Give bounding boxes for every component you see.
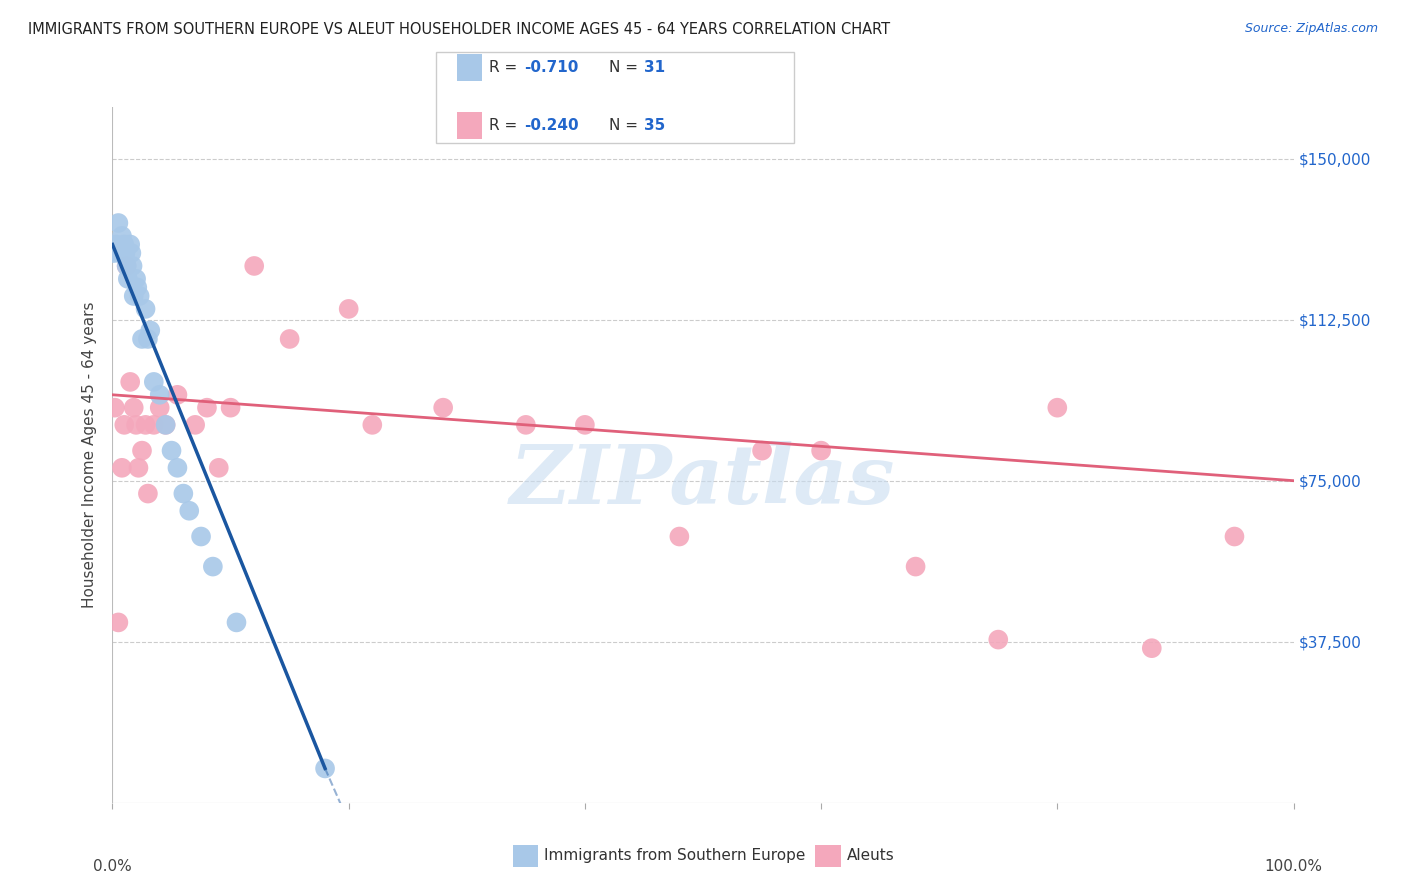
Point — [195, 401, 218, 415]
Point — [114, 246, 136, 260]
Point — [111, 228, 134, 243]
Point — [201, 559, 224, 574]
Point — [904, 559, 927, 574]
Text: 100.0%: 100.0% — [1264, 859, 1323, 873]
Point — [155, 417, 177, 432]
Point — [166, 460, 188, 475]
Point — [142, 417, 165, 432]
Point — [1223, 529, 1246, 543]
Point — [810, 443, 832, 458]
Point — [121, 259, 143, 273]
Point — [668, 529, 690, 543]
Point — [184, 417, 207, 432]
Text: ZIPatlas: ZIPatlas — [510, 441, 896, 521]
Point — [135, 417, 157, 432]
Text: -0.240: -0.240 — [524, 119, 579, 133]
Point — [122, 401, 145, 415]
Point — [314, 761, 336, 775]
Point — [125, 417, 148, 432]
Point — [139, 323, 162, 337]
Point — [225, 615, 247, 630]
Point — [172, 486, 194, 500]
Point — [155, 417, 177, 432]
Point — [120, 246, 142, 260]
Point — [131, 332, 153, 346]
Text: 35: 35 — [644, 119, 665, 133]
Text: N =: N = — [609, 61, 643, 75]
Text: IMMIGRANTS FROM SOUTHERN EUROPE VS ALEUT HOUSEHOLDER INCOME AGES 45 - 64 YEARS C: IMMIGRANTS FROM SOUTHERN EUROPE VS ALEUT… — [28, 22, 890, 37]
Point — [107, 615, 129, 630]
Point — [149, 388, 172, 402]
Point — [112, 417, 135, 432]
Point — [190, 529, 212, 543]
Point — [120, 375, 142, 389]
Point — [131, 443, 153, 458]
Point — [128, 289, 150, 303]
Point — [122, 289, 145, 303]
Point — [278, 332, 301, 346]
Point — [108, 246, 131, 260]
Point — [107, 216, 129, 230]
Point — [136, 332, 159, 346]
Point — [127, 460, 149, 475]
Point — [149, 401, 172, 415]
Point — [243, 259, 266, 273]
Point — [112, 237, 135, 252]
Y-axis label: Householder Income Ages 45 - 64 years: Householder Income Ages 45 - 64 years — [82, 301, 97, 608]
Point — [515, 417, 537, 432]
Point — [117, 272, 139, 286]
Point — [1140, 641, 1163, 656]
Point — [751, 443, 773, 458]
Point — [120, 237, 142, 252]
Point — [160, 443, 183, 458]
Text: 31: 31 — [644, 61, 665, 75]
Point — [179, 504, 201, 518]
Point — [115, 259, 138, 273]
Point — [135, 301, 157, 316]
Point — [125, 272, 148, 286]
Point — [987, 632, 1010, 647]
Point — [219, 401, 242, 415]
Point — [136, 486, 159, 500]
Text: R =: R = — [489, 119, 523, 133]
Point — [166, 388, 188, 402]
Point — [208, 460, 231, 475]
Text: Aleuts: Aleuts — [846, 848, 894, 863]
Point — [1046, 401, 1069, 415]
Text: N =: N = — [609, 119, 643, 133]
Text: R =: R = — [489, 61, 523, 75]
Point — [104, 401, 127, 415]
Point — [111, 460, 134, 475]
Point — [105, 237, 128, 252]
Point — [574, 417, 596, 432]
Text: Immigrants from Southern Europe: Immigrants from Southern Europe — [544, 848, 806, 863]
Point — [115, 259, 138, 273]
Point — [361, 417, 384, 432]
Point — [103, 246, 125, 260]
Text: -0.710: -0.710 — [524, 61, 579, 75]
Text: 0.0%: 0.0% — [93, 859, 132, 873]
Text: Source: ZipAtlas.com: Source: ZipAtlas.com — [1244, 22, 1378, 36]
Point — [142, 375, 165, 389]
Point — [127, 280, 149, 294]
Point — [337, 301, 360, 316]
Point — [432, 401, 454, 415]
